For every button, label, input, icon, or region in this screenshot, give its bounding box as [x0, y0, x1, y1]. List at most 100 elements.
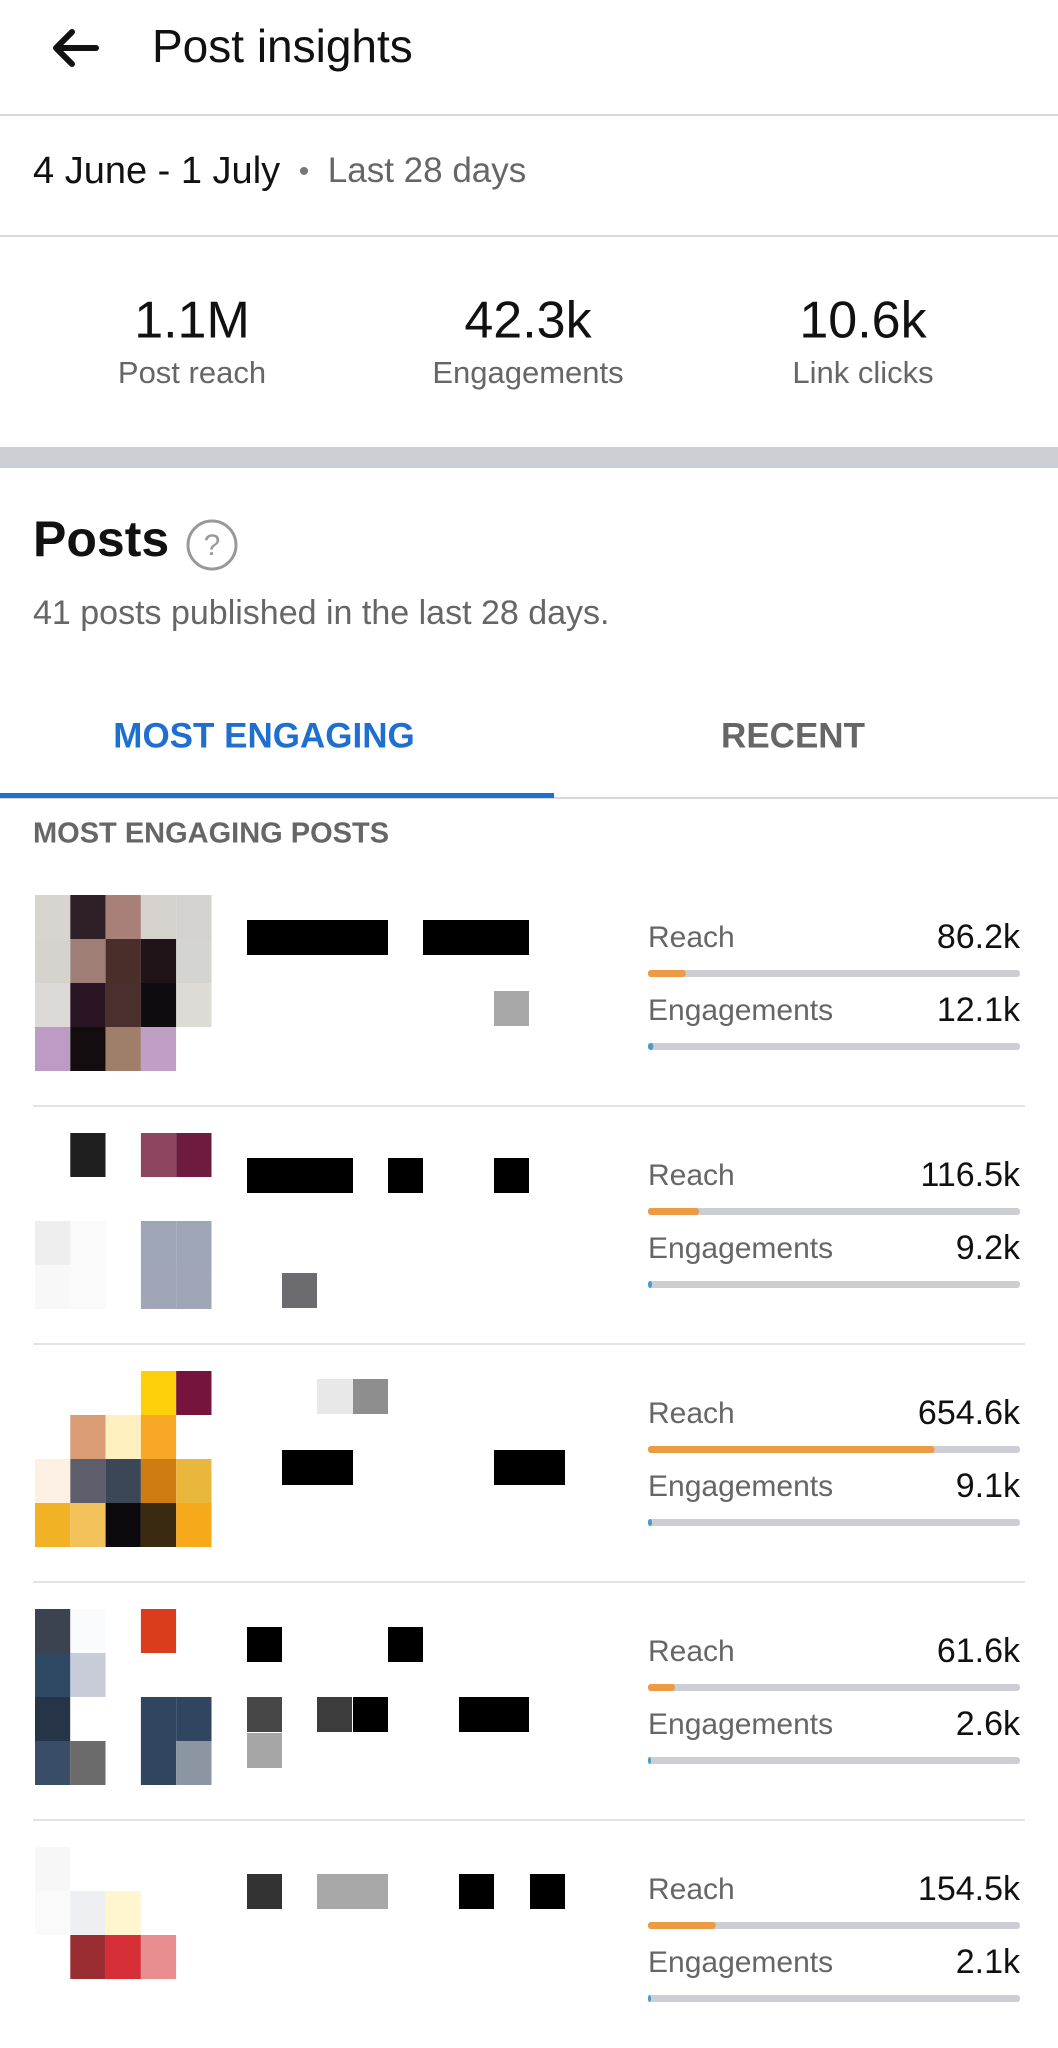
- post-row[interactable]: Reach 154.5k Engagements 2.1k: [35, 1847, 1021, 2023]
- thumbnail-pixel: [176, 1177, 212, 1221]
- thumbnail-pixel: [105, 983, 141, 1027]
- thumbnail-pixel: [70, 1265, 106, 1309]
- page-title: Post insights: [152, 20, 413, 72]
- summary: 1.1M Post reach 42.3k Engagements 10.6k Link …: [118, 292, 934, 390]
- thumbnail-pixel: [70, 1609, 106, 1653]
- help-icon[interactable]: ?: [186, 519, 238, 571]
- thumbnail-pixel: [140, 1221, 177, 1265]
- post-row[interactable]: Reach 116.5k Engagements 9.2k: [33, 1133, 1025, 1345]
- bar-track: [648, 1757, 1020, 1764]
- thumbnail-pixel: [70, 1653, 106, 1697]
- thumbnail-pixel: [176, 1221, 212, 1265]
- bar-track: [648, 1043, 1020, 1050]
- redaction: [247, 1627, 282, 1662]
- thumbnail-pixel: [176, 1371, 212, 1415]
- thumbnail-pixel: [176, 1503, 212, 1547]
- thumbnail-pixel: [70, 939, 106, 983]
- separator: •: [299, 155, 310, 188]
- metric-value: 9.1k: [956, 1467, 1021, 1505]
- thumbnail-pixel: [105, 1935, 141, 1979]
- bar-track: [648, 970, 1020, 977]
- back-arrow[interactable]: [53, 29, 99, 67]
- thumbnail-pixel: [105, 1415, 141, 1459]
- thumbnail-pixel: [140, 1935, 177, 1979]
- thumbnail-pixel: [105, 1653, 141, 1697]
- post-row[interactable]: Reach 86.2k Engagements 12.1k: [33, 895, 1025, 1107]
- help-circle[interactable]: [186, 519, 238, 571]
- thumbnail-pixel: [176, 1133, 212, 1177]
- thumbnail-pixel: [70, 1133, 106, 1177]
- thumbnail-pixel: [105, 1847, 141, 1891]
- metric-label: Reach: [648, 1873, 735, 1906]
- thumbnail-pixel: [35, 1371, 71, 1415]
- thumbnail-pixel: [35, 1979, 71, 2023]
- date-row[interactable]: 4 June - 1 July • Last 28 days: [33, 150, 526, 192]
- thumbnail-pixel: [70, 1503, 106, 1547]
- thumbnail-pixel: [105, 1979, 141, 2023]
- thumbnail-pixel: [140, 1177, 177, 1221]
- reach-bar: [648, 1684, 675, 1691]
- engagement-bar: [648, 1995, 651, 2002]
- thumbnail-pixel: [105, 1609, 141, 1653]
- thumbnail-pixel: [176, 1653, 212, 1697]
- bar-track: [648, 1281, 1020, 1288]
- metric-label: Engagements: [648, 1470, 833, 1503]
- thumbnail-pixel: [176, 1697, 212, 1741]
- thumbnail-pixel: [35, 1177, 71, 1221]
- thumbnail-pixel: [70, 1741, 106, 1785]
- redaction: [353, 1697, 388, 1732]
- thumbnail-pixel: [105, 1027, 141, 1071]
- thumbnail-pixel: [35, 983, 71, 1027]
- metric-label: Engagements: [648, 1708, 833, 1741]
- back-button[interactable]: [53, 29, 99, 67]
- metric-value: 2.6k: [956, 1705, 1021, 1743]
- redaction: [247, 1874, 282, 1909]
- thumbnail-pixel: [176, 939, 212, 983]
- post-row[interactable]: Reach 61.6k Engagements 2.6k: [33, 1609, 1025, 1821]
- engagement-bar: [648, 1519, 652, 1526]
- thumbnail-pixel: [70, 1221, 106, 1265]
- metric-label: Reach: [648, 1397, 735, 1430]
- metric-value: 86.2k: [937, 918, 1021, 956]
- stat-label: Post reach: [118, 355, 266, 390]
- thumbnail-pixel: [176, 1979, 212, 2023]
- metric-label: Reach: [648, 1159, 735, 1192]
- redaction: [459, 1697, 529, 1732]
- stat-value: 1.1M: [134, 292, 250, 350]
- redaction: [494, 991, 529, 1026]
- redaction: [282, 1273, 317, 1308]
- thumbnail-pixel: [35, 1027, 71, 1071]
- stat-label: Engagements: [432, 355, 623, 390]
- thumbnail-pixel: [105, 1221, 141, 1265]
- thumbnail-pixel: [105, 1371, 141, 1415]
- reach-bar: [648, 1922, 716, 1929]
- redaction: [317, 1874, 388, 1909]
- thumbnail-pixel: [176, 983, 212, 1027]
- post-row[interactable]: Reach 654.6k Engagements 9.1k: [33, 1371, 1025, 1583]
- thumbnail-pixel: [70, 1979, 106, 2023]
- tab-indicator: [0, 793, 554, 798]
- thumbnail-pixel: [35, 1847, 71, 1891]
- thumbnail-pixel: [35, 1741, 71, 1785]
- reach-bar: [648, 970, 686, 977]
- thumbnail-pixel: [140, 983, 177, 1027]
- thumbnail-pixel: [140, 1697, 177, 1741]
- thumbnail-pixel: [70, 983, 106, 1027]
- tab-active[interactable]: MOST ENGAGING: [113, 716, 414, 755]
- redaction: [247, 1733, 282, 1768]
- bar-track: [648, 1519, 1020, 1526]
- help-glyph[interactable]: ?: [204, 529, 221, 562]
- section-subtitle: 41 posts published in the last 28 days.: [33, 594, 610, 632]
- engagement-bar: [648, 1757, 651, 1764]
- thumbnail-pixel: [70, 1847, 106, 1891]
- tab[interactable]: RECENT: [721, 716, 865, 755]
- thumbnail-pixel: [176, 1415, 212, 1459]
- thumbnail-pixel: [140, 1891, 177, 1935]
- thumbnail-pixel: [105, 1265, 141, 1309]
- thumbnail-pixel: [35, 1415, 71, 1459]
- redaction: [494, 1158, 529, 1193]
- stat-value: 42.3k: [464, 292, 592, 350]
- thumbnail-pixel: [35, 1459, 71, 1503]
- thumbnail-pixel: [140, 895, 177, 939]
